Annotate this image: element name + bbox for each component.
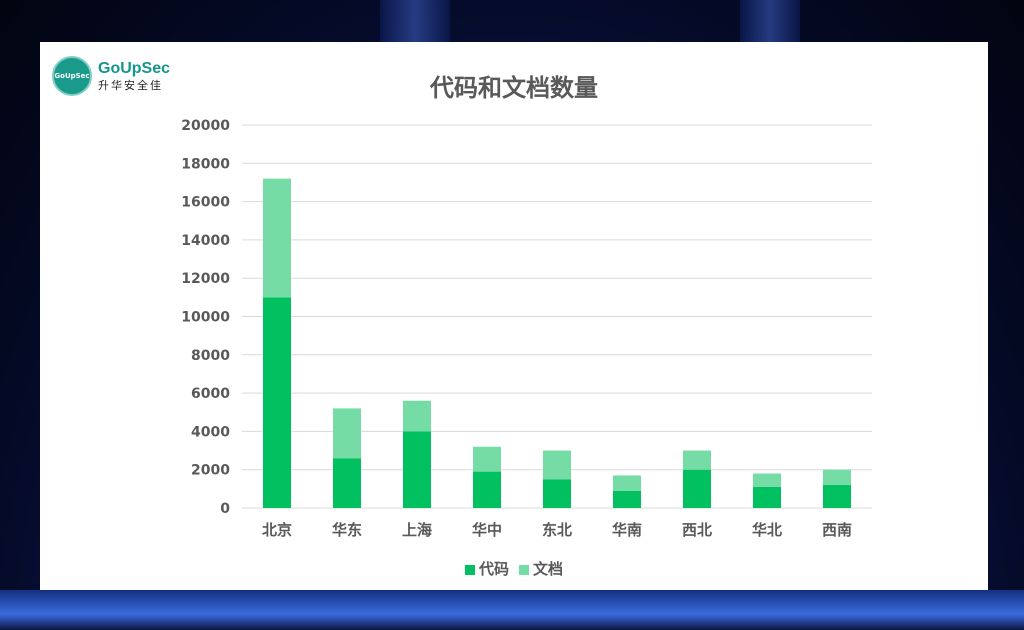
y-tick-label: 14000 xyxy=(181,233,230,249)
bar-代码 xyxy=(683,469,711,508)
background-decoration xyxy=(740,0,800,42)
x-tick-label: 西南 xyxy=(822,521,852,539)
x-tick-label: 上海 xyxy=(402,521,432,539)
x-tick-label: 东北 xyxy=(542,521,572,539)
y-tick-label: 10000 xyxy=(181,310,230,326)
bar-代码 xyxy=(543,479,571,508)
bar-文档 xyxy=(613,475,641,491)
bar-文档 xyxy=(753,473,781,487)
legend-swatch xyxy=(464,564,475,575)
y-tick-label: 18000 xyxy=(181,156,230,172)
bar-文档 xyxy=(403,400,431,432)
y-tick-label: 2000 xyxy=(191,463,230,479)
logo-subtitle: 升华安全佳 xyxy=(98,79,163,92)
chart-card: GoUpSec GoUpSec 升华安全佳 代码和文档数量 0 2000 4000 6… xyxy=(40,42,988,590)
x-tick-label: 北京 xyxy=(262,521,292,539)
legend-label: 文档 xyxy=(533,560,564,578)
x-tick-label: 华东 xyxy=(332,521,362,539)
legend: 代码 文档 xyxy=(40,558,988,579)
bar-文档 xyxy=(683,450,711,470)
logo-seal-icon: GoUpSec xyxy=(52,56,92,96)
background-floor xyxy=(0,590,1024,630)
x-tick-label: 华南 xyxy=(612,521,642,539)
x-tick-label: 华中 xyxy=(472,521,502,539)
bar-文档 xyxy=(473,446,501,472)
y-tick-label: 12000 xyxy=(181,271,230,287)
y-tick-label: 16000 xyxy=(181,195,230,211)
bar-代码 xyxy=(263,297,291,508)
legend-swatch xyxy=(519,564,529,575)
logo: GoUpSec GoUpSec 升华安全佳 xyxy=(52,56,170,96)
chart-title: 代码和文档数量 xyxy=(430,74,598,102)
bar-代码 xyxy=(823,485,851,508)
bar-文档 xyxy=(333,408,361,459)
legend-label: 代码 xyxy=(478,560,509,578)
y-tick-label: 6000 xyxy=(191,386,230,402)
bar-文档 xyxy=(263,178,291,298)
legend-item-docs[interactable]: 文档 xyxy=(519,558,563,579)
y-tick-label: 0 xyxy=(220,501,230,517)
bar-代码 xyxy=(333,458,361,508)
x-tick-label: 华北 xyxy=(752,521,782,539)
y-tick-label: 20000 xyxy=(181,118,230,134)
y-tick-label: 8000 xyxy=(191,348,230,364)
bar-文档 xyxy=(543,450,571,480)
logo-text: GoUpSec xyxy=(98,60,171,77)
x-tick-label: 西北 xyxy=(682,521,712,539)
bar-代码 xyxy=(753,486,781,508)
y-tick-label: 4000 xyxy=(191,424,230,440)
chart-plot: 0 2000 4000 6000 8000 10000 12000 14000 16000 180… xyxy=(181,118,872,539)
bar-代码 xyxy=(403,431,431,508)
bar-代码 xyxy=(473,471,501,508)
background-decoration xyxy=(380,0,450,42)
legend-item-code[interactable]: 代码 xyxy=(464,558,509,579)
bar-文档 xyxy=(823,469,851,486)
bar-代码 xyxy=(613,490,641,508)
